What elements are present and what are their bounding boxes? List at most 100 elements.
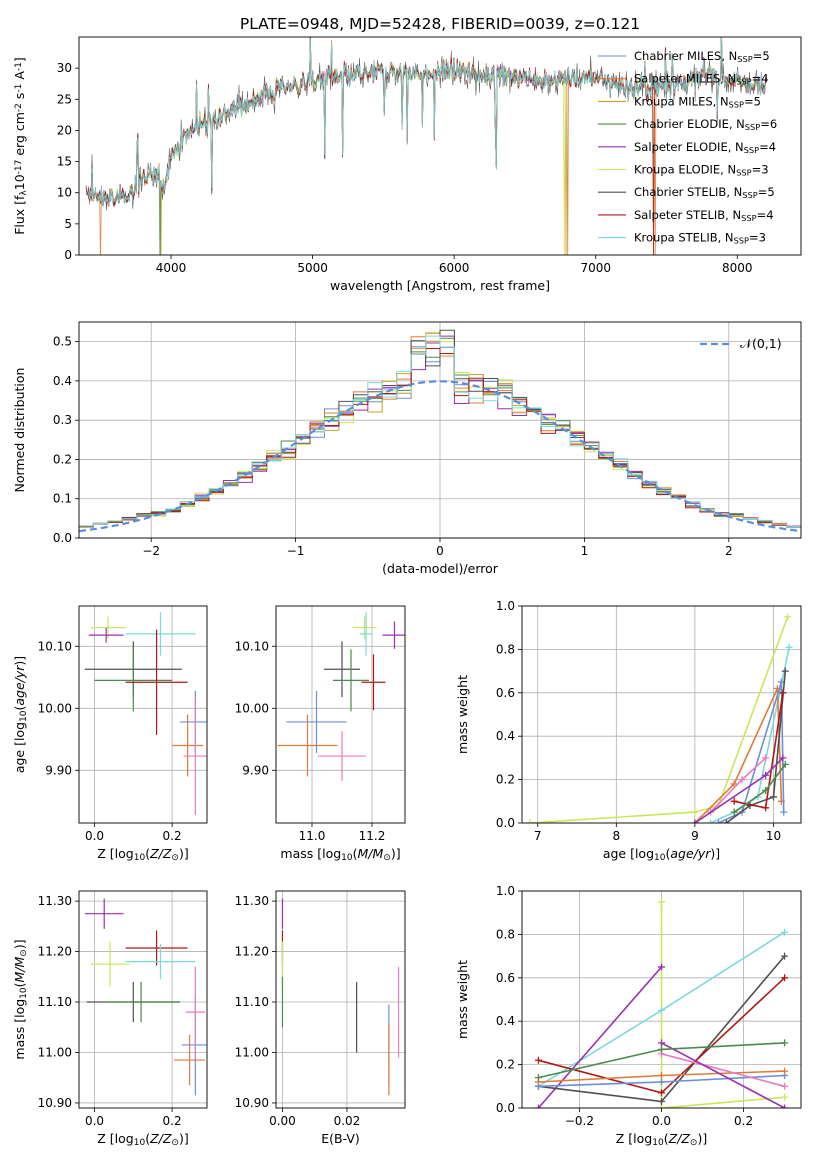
y-tick-label: 0.6 [496, 686, 515, 700]
weight-marker [658, 1097, 665, 1105]
x-tick-label: −2 [142, 544, 160, 558]
y-tick-label: 1.0 [496, 599, 515, 613]
x-tick-label: 6000 [439, 261, 470, 275]
normal-curve [79, 380, 799, 533]
weight-marker [781, 974, 789, 982]
weight-marker [707, 819, 715, 823]
mass_vs_Z-axes: 0.0 0.2 10.90 11.00 11.10 11.20 11.30 Z [log10(… [12, 890, 208, 1148]
residuals-frame [78, 321, 802, 539]
y-tick-label: 0.1 [53, 492, 72, 506]
y-tick-label: 30 [57, 61, 72, 75]
y-tick-label: 0.6 [496, 971, 515, 985]
weight-series [725, 671, 787, 823]
age_vs_mass-frame [275, 605, 406, 824]
y-tick-label: 0.0 [496, 1101, 515, 1115]
y-axis-label: Normed distribution [12, 368, 27, 493]
y-tick-label: 0.4 [496, 1014, 515, 1028]
weight-marker [762, 771, 770, 779]
x-tick-label: 4000 [156, 261, 187, 275]
x-tick-label: 10 [766, 829, 781, 843]
weight-marker [781, 952, 789, 960]
y-tick-label: 10.10 [235, 639, 269, 653]
weight-marker [534, 1104, 542, 1108]
weight-series [660, 901, 785, 1108]
y-tick-label: 0.8 [496, 642, 515, 656]
x-tick-label: 0.2 [163, 1114, 182, 1128]
weight-marker [781, 667, 789, 675]
weight-marker [781, 1082, 789, 1090]
weight-marker [722, 819, 730, 823]
weight-marker [762, 804, 770, 812]
y-tick-label: 0.3 [53, 413, 72, 427]
legend-entry: Chabrier ELODIE, NSSP=6 [634, 117, 777, 132]
x-axis-label: Z [log10(Z/Z⊙)] [97, 846, 188, 863]
y-tick-label: 5 [64, 217, 72, 231]
x-tick-label: 2 [725, 544, 733, 558]
age_vs_mass-marks [277, 612, 405, 781]
y-tick-label: 9.90 [242, 763, 269, 777]
weight-marker [691, 808, 699, 816]
y-axis-label: mass weight [455, 960, 470, 1039]
x-tick-label: 8 [612, 829, 620, 843]
y-tick-label: 9.90 [45, 763, 72, 777]
mass_weight_vs_age-axes: 7 8 9 10 0.0 0.2 0.4 0.6 0.8 1.0 age [log10(age/yr… [455, 599, 802, 863]
spectrum-frame [78, 36, 802, 256]
mass_vs_ebv-axes: 0.00 0.02 10.90 11.00 11.10 11.20 11.30 E(B-V) [235, 890, 406, 1146]
mass_weight_vs_age-marks [526, 613, 793, 823]
y-tick-label: 0.5 [53, 335, 72, 349]
mass_vs_Z-marks [84, 898, 207, 1096]
weight-marker [781, 1093, 789, 1101]
figure-title: PLATE=0948, MJD=52428, FIBERID=0039, z=0… [240, 15, 640, 33]
y-axis-label: age [log10(age/yr)] [12, 656, 29, 773]
residuals-marks [79, 329, 801, 538]
weight-marker [781, 1067, 789, 1075]
y-tick-label: 11.10 [38, 995, 72, 1009]
mass_weight_vs_Z-frame [521, 890, 802, 1109]
legend-entry: Salpeter STELIB, NSSP=4 [634, 208, 774, 223]
y-tick-label: 15 [57, 155, 72, 169]
weight-marker [738, 776, 746, 784]
weight-marker [658, 1045, 665, 1053]
y-tick-label: 0.4 [53, 374, 72, 388]
x-tick-label: 0.2 [734, 1114, 753, 1128]
weight-marker [730, 797, 738, 805]
spectrum-line [86, 37, 766, 206]
weight-marker [781, 760, 789, 768]
x-tick-label: −0.2 [565, 1114, 594, 1128]
x-axis-label: E(B-V) [321, 1131, 360, 1146]
y-axis-label: mass [log10(M/M⊙)] [12, 939, 29, 1059]
y-tick-label: 11.00 [38, 1045, 72, 1059]
weight-series [537, 966, 663, 1108]
legend-entry: Chabrier STELIB, NSSP=5 [634, 185, 775, 200]
mass_weight_vs_Z-marks [534, 898, 789, 1108]
y-tick-label: 10.00 [38, 701, 72, 715]
x-tick-label: 8000 [722, 261, 753, 275]
y-tick-label: 10.90 [38, 1096, 72, 1110]
weight-marker [779, 754, 787, 762]
weight-marker [714, 819, 722, 823]
y-tick-label: 10.10 [38, 639, 72, 653]
x-tick-label: −1 [287, 544, 305, 558]
y-tick-label: 0.2 [496, 773, 515, 787]
mass_weight_vs_age-frame [521, 605, 802, 824]
y-tick-label: 0.0 [53, 531, 72, 545]
weight-marker [534, 1056, 542, 1064]
weight-marker [658, 1006, 665, 1014]
y-tick-label: 11.30 [38, 894, 72, 908]
x-axis-label: mass [log10(M/M⊙)] [280, 846, 400, 863]
x-tick-label: 0.02 [334, 1114, 361, 1128]
x-tick-label: 7000 [580, 261, 611, 275]
y-tick-label: 0.0 [496, 816, 515, 830]
age_vs_mass-axes: 11.0 11.2 9.90 10.00 10.10 mass [log10(M/M⊙)] [235, 605, 406, 863]
weight-marker [762, 754, 770, 762]
x-axis-label: wavelength [Angstrom, rest frame] [330, 278, 550, 293]
mass_vs_Z-frame [78, 890, 208, 1109]
weight-marker [658, 1039, 665, 1047]
x-tick-label: 9 [691, 829, 699, 843]
x-axis-label: age [log10(age/yr)] [603, 846, 720, 863]
weight-marker [781, 1104, 789, 1108]
weight-marker [658, 963, 665, 971]
spectrum-marks [85, 37, 766, 255]
x-tick-label: 0.00 [269, 1114, 296, 1128]
y-axis-label: Flux [fλ10-17 erg cm-2 s-1 A-1] [12, 57, 29, 235]
